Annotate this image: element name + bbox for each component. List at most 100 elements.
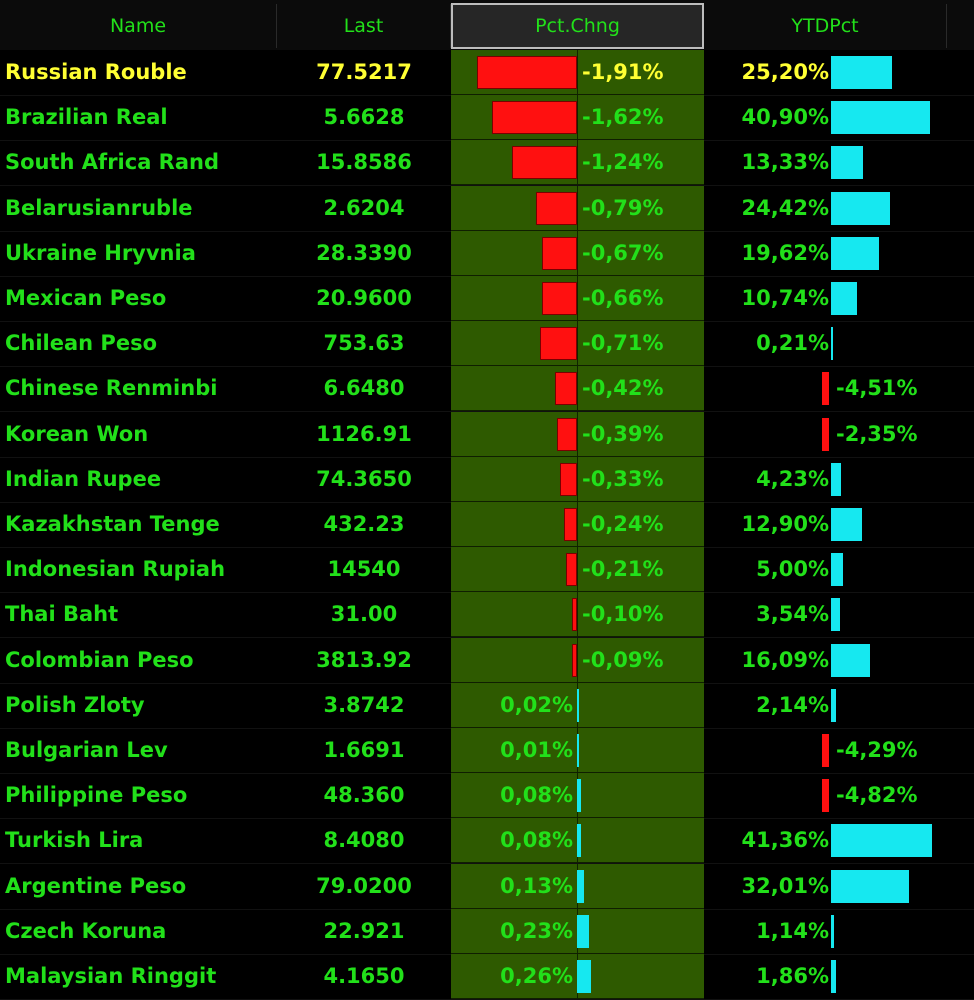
pct-change-value: -0,24% [582, 512, 664, 536]
column-header-pct-chng[interactable]: Pct.Chng [451, 3, 704, 49]
ytd-bar [831, 508, 863, 541]
pct-change-value: 0,08% [500, 783, 573, 808]
currency-name: Ukraine Hryvnia [5, 240, 196, 265]
ytd-value: 3,54% [756, 602, 829, 627]
ytd-cell: 25,20% [704, 50, 974, 95]
ytd-cell: 19,62% [704, 231, 974, 276]
ytd-bar [831, 191, 891, 225]
pct-change-cell: -0,33% [451, 456, 704, 502]
pct-change-value: -1,62% [582, 105, 664, 130]
last-price: 22.921 [323, 918, 405, 943]
pct-change-cell: -0,10% [451, 592, 704, 638]
pct-change-bar [577, 914, 590, 948]
table-row[interactable]: Czech Koruna 22.921 0,23% 1,14% [0, 908, 974, 955]
ytd-value: 19,62% [741, 240, 829, 265]
ytd-cell: 4,23% [704, 457, 974, 502]
pct-change-value: 0,08% [500, 828, 573, 853]
ytd-value: -4,51% [836, 376, 918, 401]
currency-name: Chilean Peso [5, 331, 157, 356]
ytd-value: 4,23% [756, 466, 829, 491]
currency-name: Philippine Peso [5, 783, 188, 808]
zero-line [577, 592, 578, 637]
ytd-value: 0,21% [756, 331, 829, 356]
ytd-value: 10,74% [741, 286, 829, 310]
pct-change-bar [577, 734, 579, 767]
column-header-name[interactable]: Name [0, 4, 277, 48]
table-row[interactable]: Belarusianruble 2.6204 -0,79% 24,42% [0, 185, 974, 232]
pct-change-bar [556, 417, 577, 451]
table-row[interactable]: Korean Won 1126.91 -0,39% -2,35% [0, 411, 974, 458]
zero-line [577, 456, 578, 501]
ytd-cell: -4,29% [704, 728, 974, 773]
ytd-bar [822, 734, 829, 767]
ytd-bar [822, 372, 829, 406]
zero-line [577, 637, 578, 682]
pct-change-cell: 0,01% [451, 728, 704, 773]
table-row[interactable]: Bulgarian Lev 1.6691 0,01% -4,29% [0, 728, 974, 774]
ytd-value: 1,86% [756, 964, 829, 988]
currency-name: Brazilian Real [5, 105, 168, 130]
pct-change-bar [512, 146, 577, 180]
table-row[interactable]: Russian Rouble 77.5217 -1,91% 25,20% [0, 50, 974, 96]
currency-name: Colombian Peso [5, 647, 194, 672]
pct-change-bar [571, 598, 577, 632]
pct-change-bar [577, 960, 591, 993]
table-row[interactable]: Argentine Peso 79.0200 0,13% 32,01% [0, 863, 974, 910]
ytd-bar [822, 779, 829, 813]
ytd-value: 16,09% [741, 647, 829, 672]
table-row[interactable]: Indian Rupee 74.3650 -0,33% 4,23% [0, 456, 974, 503]
pct-change-bar [542, 282, 577, 315]
ytd-bar [831, 824, 932, 858]
pct-change-bar [554, 372, 577, 406]
last-price: 3813.92 [316, 647, 412, 672]
pct-change-value: -0,10% [582, 602, 664, 627]
table-row[interactable]: Turkish Lira 8.4080 0,08% 41,36% [0, 818, 974, 865]
column-header-ytdpct[interactable]: YTDPct [704, 4, 947, 48]
pct-change-value: -0,39% [582, 421, 664, 446]
zero-line [577, 366, 578, 411]
pct-change-cell: -1,24% [451, 140, 704, 186]
table-row[interactable]: South Africa Rand 15.8586 -1,24% 13,33% [0, 140, 974, 187]
currency-name: Belarusianruble [5, 195, 193, 220]
pct-change-cell: -1,62% [451, 95, 704, 141]
table-row[interactable]: Mexican Peso 20.9600 -0,66% 10,74% [0, 276, 974, 322]
pct-change-value: -0,21% [582, 557, 664, 582]
table-row[interactable]: Indonesian Rupiah 14540 -0,21% 5,00% [0, 547, 974, 594]
currency-name: Mexican Peso [5, 286, 167, 310]
table-row[interactable]: Chilean Peso 753.63 -0,71% 0,21% [0, 321, 974, 368]
table-row[interactable]: Philippine Peso 48.360 0,08% -4,82% [0, 773, 974, 820]
pct-change-value: -0,79% [582, 195, 664, 220]
column-header-last[interactable]: Last [277, 4, 451, 48]
pct-change-value: 0,01% [500, 738, 573, 762]
ytd-bar [831, 598, 840, 632]
currency-name: Chinese Renminbi [5, 376, 218, 401]
table-row[interactable]: Kazakhstan Tenge 432.23 -0,24% 12,90% [0, 502, 974, 548]
ytd-cell: 16,09% [704, 638, 974, 683]
pct-change-cell: -0,71% [451, 321, 704, 367]
table-row[interactable]: Chinese Renminbi 6.6480 -0,42% -4,51% [0, 366, 974, 413]
pct-change-value: -0,67% [582, 240, 664, 265]
zero-line [577, 547, 578, 592]
zero-line [577, 411, 578, 456]
table-row[interactable]: Brazilian Real 5.6628 -1,62% 40,90% [0, 95, 974, 142]
pct-change-cell: -0,09% [451, 637, 704, 683]
table-row[interactable]: Ukraine Hryvnia 28.3390 -0,67% 19,62% [0, 230, 974, 277]
pct-change-value: -0,71% [582, 331, 664, 356]
zero-line [577, 185, 578, 230]
ytd-value: 24,42% [741, 195, 829, 220]
last-price: 3.8742 [323, 692, 405, 717]
pct-change-bar [541, 236, 577, 270]
zero-line [577, 230, 578, 275]
currency-name: Thai Baht [5, 602, 119, 627]
ytd-bar [822, 417, 829, 451]
currency-name: Indonesian Rupiah [5, 557, 226, 582]
last-price: 20.9600 [316, 286, 412, 310]
table-row[interactable]: Colombian Peso 3813.92 -0,09% 16,09% [0, 637, 974, 684]
last-price: 1126.91 [316, 421, 412, 446]
table-row[interactable]: Thai Baht 31.00 -0,10% 3,54% [0, 592, 974, 639]
table-row[interactable]: Polish Zloty 3.8742 0,02% 2,14% [0, 682, 974, 729]
ytd-value: 13,33% [741, 150, 829, 175]
table-row[interactable]: Malaysian Ringgit 4.1650 0,26% 1,86% [0, 954, 974, 1000]
zero-line [577, 140, 578, 185]
ytd-bar [831, 914, 834, 948]
